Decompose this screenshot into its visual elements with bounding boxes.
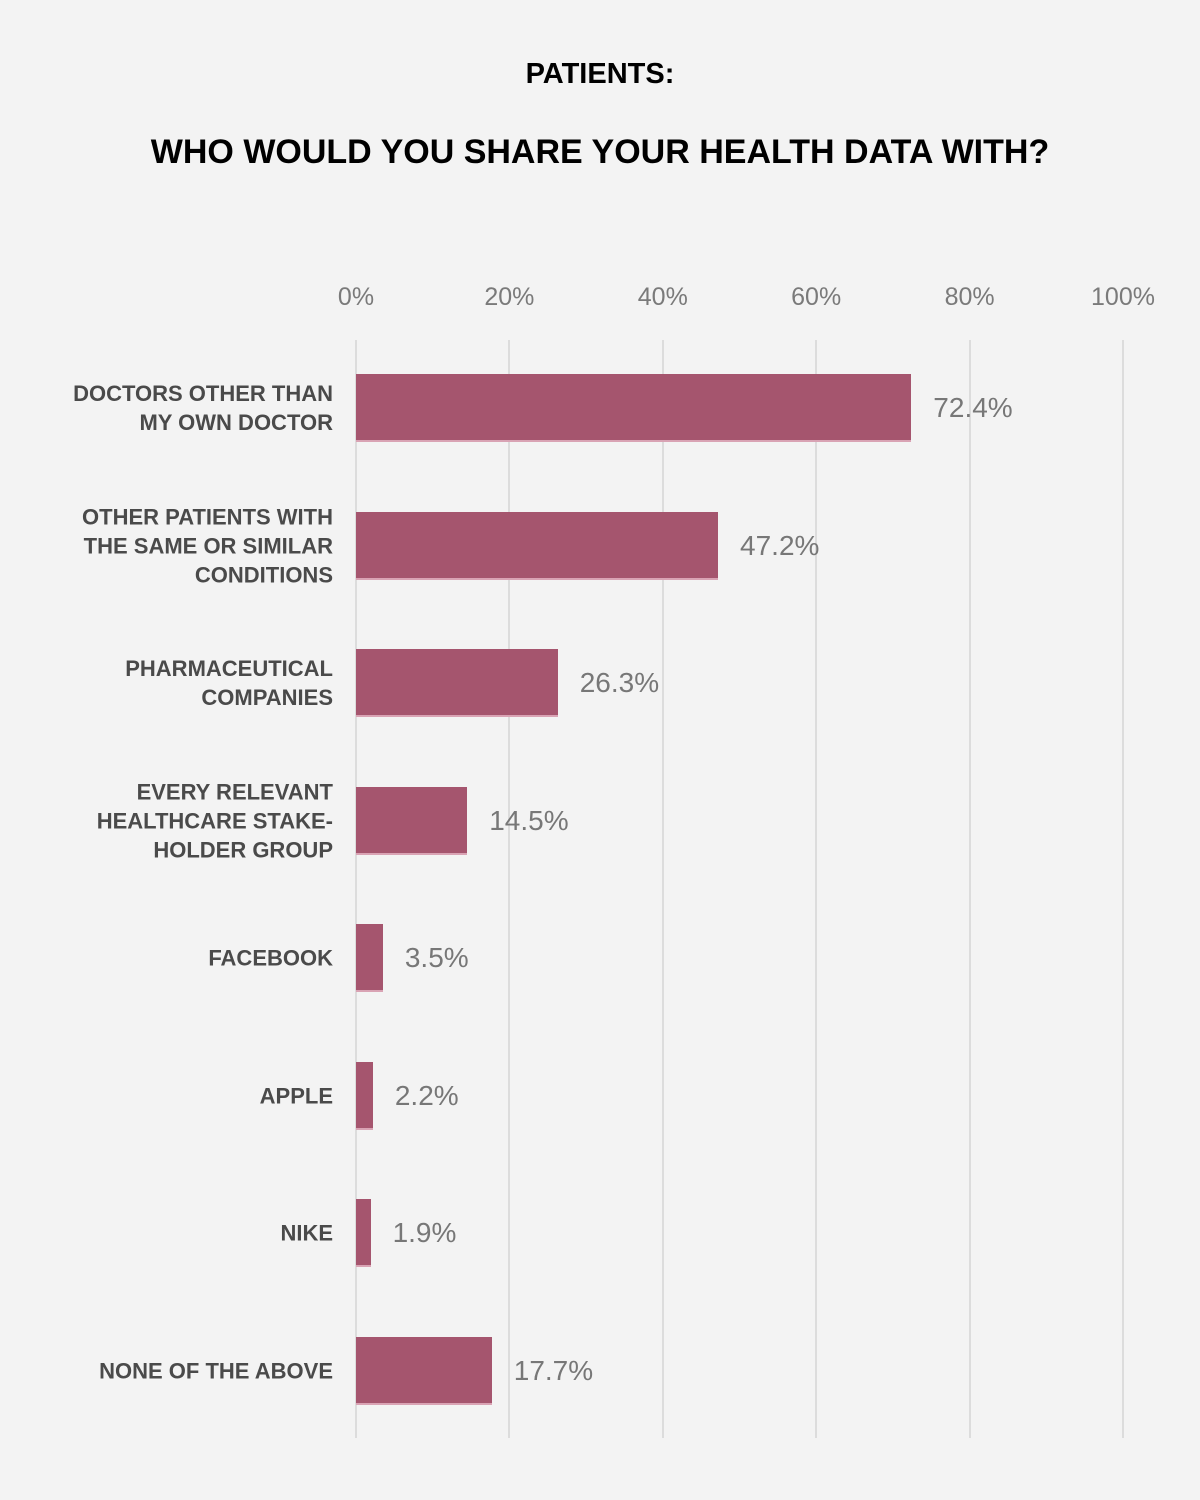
x-tick-label: 80% <box>944 283 995 311</box>
bar[interactable] <box>356 1061 373 1130</box>
category-label-line: CONDITIONS <box>194 562 333 587</box>
chart-title: PATIENTS: <box>525 58 675 90</box>
gridline <box>968 340 971 1438</box>
category-label-line: HOLDER GROUP <box>153 837 333 862</box>
bar-row: EVERY RELEVANT HEALTHCARE STAKE- HOLDER GR… <box>0 752 1200 889</box>
value-label: 1.9% <box>392 1216 457 1248</box>
category-label: OTHER PATIENTS WITH THE SAME OR SIMILAR CO… <box>13 502 333 589</box>
category-label: PHARMACEUTICAL COMPANIES <box>13 654 333 712</box>
gridline <box>355 340 357 1438</box>
gridline <box>1122 340 1124 1438</box>
bar-row: NONE OF THE ABOVE 17.7% <box>0 1302 1200 1439</box>
category-label: DOCTORS OTHER THAN MY OWN DOCTOR <box>13 379 333 437</box>
category-label: EVERY RELEVANT HEALTHCARE STAKE- HOLDER GR… <box>13 777 333 864</box>
bar-row: NIKE 1.9% <box>0 1164 1200 1301</box>
category-label-line: THE SAME OR SIMILAR <box>83 533 333 558</box>
category-label-line: NIKE <box>280 1220 333 1245</box>
bar[interactable] <box>356 511 719 580</box>
bar[interactable] <box>356 1198 371 1267</box>
category-label-line: OTHER PATIENTS WITH <box>82 504 333 529</box>
category-label: APPLE <box>13 1081 333 1110</box>
gridline <box>815 340 818 1438</box>
category-label-line: COMPANIES <box>201 684 333 710</box>
bar[interactable] <box>356 648 558 717</box>
gridline <box>661 340 664 1438</box>
bar-row: OTHER PATIENTS WITH THE SAME OR SIMILAR CO… <box>0 477 1200 614</box>
bar-row: PHARMACEUTICAL COMPANIES 26.3% <box>0 614 1200 751</box>
chart-subtitle: WHO WOULD YOU SHARE YOUR HEALTH DATA WIT… <box>150 133 1050 171</box>
category-label-line: PHARMACEUTICAL <box>125 655 333 681</box>
value-label: 3.5% <box>404 941 469 973</box>
bar-row: APPLE 2.2% <box>0 1027 1200 1164</box>
category-label-line: HEALTHCARE STAKE- <box>96 808 333 833</box>
category-label-line: FACEBOOK <box>208 945 333 970</box>
bar[interactable] <box>356 786 468 855</box>
value-label: 14.5% <box>489 804 569 836</box>
bar-row: FACEBOOK 3.5% <box>0 889 1200 1026</box>
category-label: NONE OF THE ABOVE <box>13 1356 333 1385</box>
x-tick-label: 40% <box>637 283 688 311</box>
value-label: 17.7% <box>513 1354 594 1386</box>
value-label: 72.4% <box>933 391 1013 423</box>
category-label: NIKE <box>13 1218 333 1247</box>
category-label-line: DOCTORS OTHER THAN <box>73 380 333 406</box>
bar[interactable] <box>356 373 912 442</box>
gridline <box>508 340 511 1438</box>
value-label: 47.2% <box>740 529 820 561</box>
category-label: FACEBOOK <box>13 943 333 972</box>
category-label-line: EVERY RELEVANT <box>136 779 333 804</box>
category-label-line: MY OWN DOCTOR <box>139 409 333 435</box>
value-label: 26.3% <box>579 666 660 698</box>
value-label: 2.2% <box>394 1079 459 1111</box>
category-label-line: NONE OF THE ABOVE <box>99 1358 333 1383</box>
x-tick-label: 20% <box>484 283 535 311</box>
bar[interactable] <box>356 923 383 992</box>
x-tick-label: 100% <box>1091 283 1155 311</box>
bar[interactable] <box>356 1336 492 1405</box>
category-label-line: APPLE <box>259 1083 333 1108</box>
x-tick-label: 60% <box>791 283 842 311</box>
bar-row: DOCTORS OTHER THAN MY OWN DOCTOR 72.4% <box>0 339 1200 476</box>
x-tick-label: 0% <box>337 283 375 311</box>
